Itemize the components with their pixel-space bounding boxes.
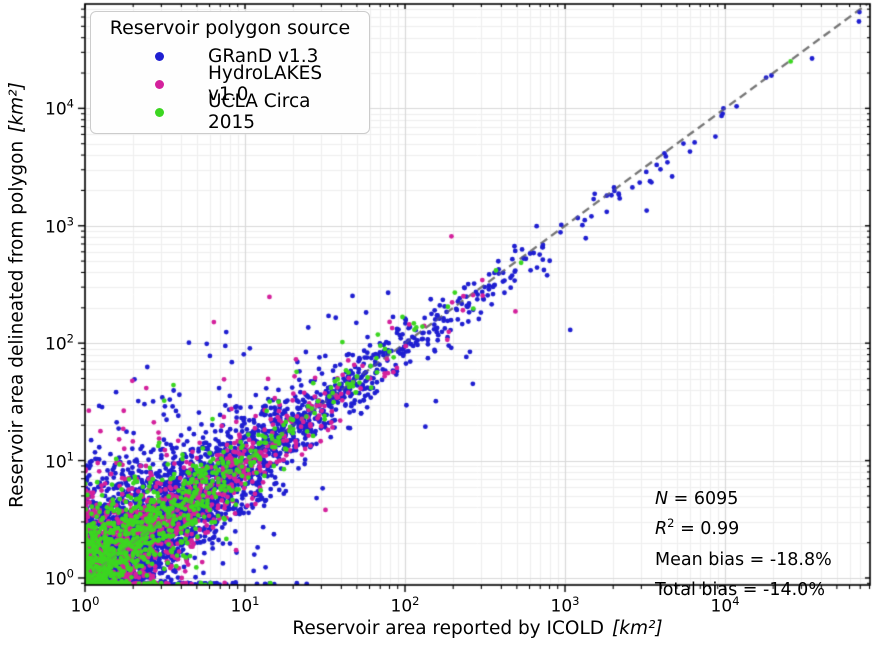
grand-marker-dot-icon — [155, 51, 164, 61]
stats-annotation: N = 6095 R2 = 0.99 Mean bias = -18.8% To… — [655, 481, 832, 602]
x-axis-label: Reservoir area reported by ICOLD [km²] — [85, 618, 870, 639]
y-axis-label: Reservoir area delineated from polygon [k… — [7, 82, 28, 508]
legend-label-ucla: UCLA Circa 2015 — [208, 91, 311, 133]
legend-item-ucla: UCLA Circa 2015 — [99, 91, 361, 133]
x-axis-unit: [km²] — [612, 618, 663, 639]
stat-line-total-bias: Total bias = -14.0% — [655, 579, 825, 600]
x-tick-label: 104 — [710, 594, 740, 617]
x-tick-label: 100 — [70, 594, 100, 617]
stat-line-mean-bias: Mean bias = -18.8% — [655, 549, 832, 570]
x-tick-label: 102 — [390, 594, 420, 617]
hydrolakes-marker-dot-icon — [155, 79, 164, 89]
legend-box: Reservoir polygon source GRanD v1.3 Hydr… — [90, 11, 370, 134]
y-tick-label: 104 — [45, 97, 74, 120]
y-tick-label: 102 — [45, 331, 74, 355]
stat-line-n: N = 6095 — [655, 488, 739, 509]
x-tick-label: 101 — [230, 594, 260, 617]
y-tick-label: 103 — [45, 214, 74, 238]
y-tick-label: 100 — [45, 566, 74, 590]
legend-item-hydrolakes: HydroLAKES v1.0 — [99, 63, 361, 105]
x-axis-label-text: Reservoir area reported by ICOLD — [292, 618, 605, 639]
x-tick-label: 103 — [550, 594, 580, 617]
y-tick-label: 101 — [45, 449, 74, 472]
legend-label-hydrolakes: HydroLAKES v1.0 — [208, 63, 323, 105]
legend-title: Reservoir polygon source — [109, 17, 351, 39]
stat-line-r2: R2 = 0.99 — [655, 516, 740, 540]
legend-item-grand: GRanD v1.3 — [99, 42, 361, 70]
y-axis-label-text: Reservoir area delineated from polygon — [6, 140, 28, 508]
y-axis-unit: [km²] — [6, 82, 28, 133]
legend-label-grand: GRanD v1.3 — [208, 45, 319, 67]
ucla-marker-dot-icon — [155, 107, 164, 117]
